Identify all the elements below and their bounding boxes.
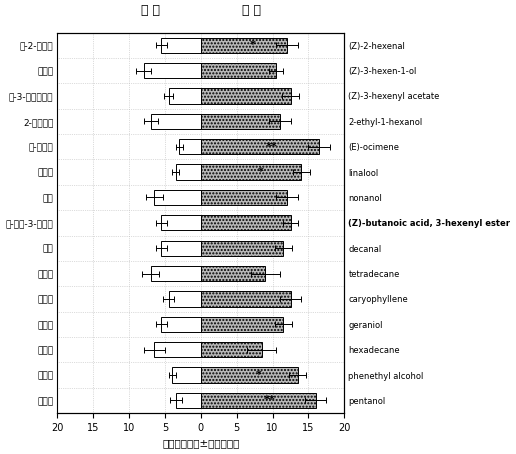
Bar: [176, 164, 201, 180]
Bar: [180, 139, 201, 154]
Bar: [201, 393, 316, 408]
Text: *: *: [256, 370, 262, 380]
Bar: [201, 114, 280, 129]
Bar: [162, 215, 201, 231]
Bar: [201, 215, 291, 231]
Bar: [201, 164, 301, 180]
Bar: [162, 38, 201, 53]
Bar: [162, 317, 201, 332]
Bar: [201, 342, 262, 357]
Bar: [201, 139, 319, 154]
Bar: [201, 266, 265, 281]
Bar: [154, 342, 201, 357]
Bar: [169, 89, 201, 104]
Bar: [201, 63, 276, 78]
Bar: [143, 63, 201, 78]
Text: **: **: [266, 142, 278, 152]
Text: 对 照: 对 照: [141, 5, 160, 17]
Bar: [172, 367, 201, 383]
Bar: [201, 38, 287, 53]
X-axis label: 叶蝶平均数（±标准误差）: 叶蝶平均数（±标准误差）: [162, 439, 239, 449]
Text: **: **: [264, 395, 276, 405]
Bar: [201, 89, 291, 104]
Bar: [176, 393, 201, 408]
Bar: [201, 317, 283, 332]
Bar: [154, 190, 201, 205]
Bar: [162, 241, 201, 256]
Bar: [201, 190, 287, 205]
Text: *: *: [258, 167, 264, 177]
Bar: [201, 291, 291, 306]
Text: *: *: [250, 40, 255, 50]
Bar: [169, 291, 201, 306]
Bar: [151, 266, 201, 281]
Bar: [201, 241, 283, 256]
Bar: [151, 114, 201, 129]
Bar: [201, 367, 298, 383]
Text: 处 理: 处 理: [241, 5, 261, 17]
